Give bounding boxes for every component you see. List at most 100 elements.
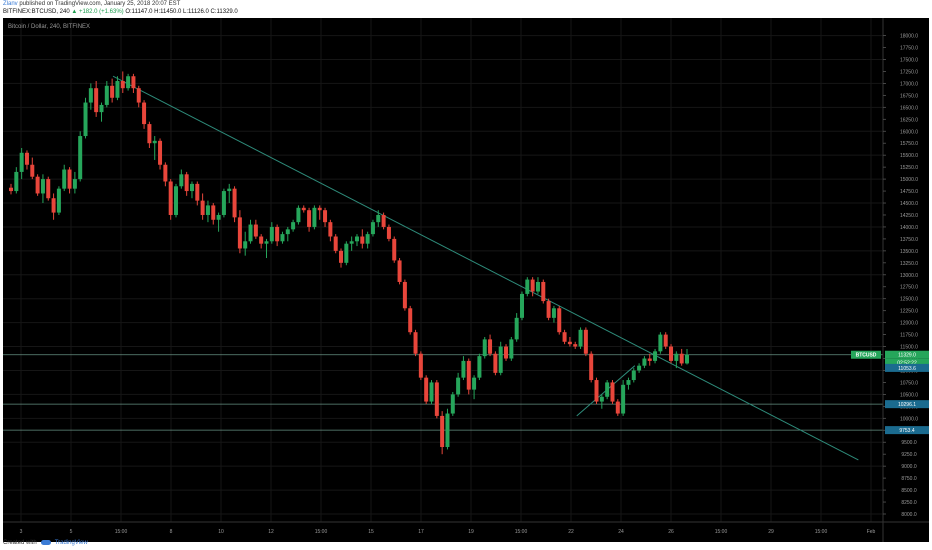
price-tick-label: 17500.0	[900, 57, 918, 63]
candle-up	[56, 188, 61, 213]
trendline	[112, 75, 859, 461]
price-tick-label: 9000.0	[901, 464, 917, 470]
candle-up	[461, 360, 466, 378]
price-tick-label: 17750.0	[900, 46, 918, 52]
candle-down	[397, 260, 402, 282]
candle-down	[530, 279, 535, 292]
candle-up	[472, 377, 477, 390]
candle-up	[456, 377, 461, 395]
created-with-label: Created with	[3, 540, 37, 547]
candle-up	[599, 396, 604, 402]
candle-down	[562, 332, 567, 342]
price-tick-label: 11500.0	[900, 345, 918, 351]
candle-up	[88, 88, 93, 103]
candle-down	[46, 179, 51, 199]
time-tick-label: 29	[768, 529, 774, 535]
candle-up	[551, 308, 556, 318]
candle-down	[504, 346, 509, 359]
candle-down	[253, 224, 258, 237]
time-tick-label: 19	[468, 529, 474, 535]
tradingview-logo-icon	[40, 540, 51, 545]
candle-up	[658, 334, 663, 352]
candle-down	[583, 329, 588, 354]
candle-up	[104, 85, 109, 105]
candlestick-chart[interactable]: 8000.0 8250.0 8500.0 8750.0 9000.0 9250.0 9500…	[3, 18, 929, 542]
candle-down	[573, 344, 578, 347]
price-tick-label: 17000.0	[900, 81, 918, 87]
time-tick-label: 10	[218, 529, 224, 535]
price-tick-label: 12250.0	[900, 309, 918, 315]
time-tick-label: 15:00	[315, 529, 328, 535]
candle-up	[631, 370, 636, 381]
candle-up	[40, 179, 45, 194]
candle-down	[94, 88, 99, 113]
tradingview-brand-link[interactable]: TradingView	[54, 540, 88, 547]
price-tick-label: 13500.0	[900, 249, 918, 255]
candle-down	[466, 360, 471, 390]
price-tick-label: 10750.0	[900, 380, 918, 386]
time-axis[interactable]: 3 5 15:00 8 10 12 15:00 15 17 19 15:00 22 24 26 15:00 2…	[20, 529, 876, 535]
time-tick-label: 26	[668, 529, 674, 535]
price-tick-label: 16500.0	[900, 105, 918, 111]
candle-up	[312, 207, 317, 227]
price-tick-label: 16250.0	[900, 117, 918, 123]
candle-down	[589, 353, 594, 381]
candle-down	[424, 377, 429, 402]
price-change: ▲ +182.0 (+1.63%)	[71, 9, 124, 15]
time-tick-label: 15:00	[815, 529, 828, 535]
price-tick-label: 8750.0	[901, 476, 917, 482]
publish-info: Zlanv published on TradingView.com, Janu…	[3, 1, 180, 7]
candle-down	[211, 205, 216, 220]
candle-up	[264, 241, 269, 244]
price-tick-label: 13750.0	[900, 237, 918, 243]
candle-down	[51, 198, 56, 213]
candle-up	[685, 354, 689, 364]
candle-down	[200, 200, 205, 215]
price-tick-label: 17250.0	[900, 69, 918, 75]
candle-up	[642, 358, 647, 366]
chart-area[interactable]: 8000.0 8250.0 8500.0 8750.0 9000.0 9250.0 9500…	[3, 18, 929, 542]
price-label-box	[885, 363, 929, 372]
candle-up	[285, 229, 290, 235]
candle-down	[663, 334, 668, 347]
candle-down	[24, 152, 29, 165]
price-label-text: 9753.4	[899, 428, 915, 434]
candle-down	[392, 238, 397, 261]
candle-down	[488, 339, 493, 354]
price-tick-label: 12000.0	[900, 321, 918, 327]
candle-up	[19, 152, 24, 172]
price-tick-label: 8000.0	[901, 512, 917, 518]
candle-up	[605, 382, 610, 397]
time-tick-label: 3	[20, 529, 23, 535]
candle-up	[525, 279, 530, 294]
candle-up	[296, 207, 301, 223]
candle-down	[163, 164, 168, 182]
candles	[9, 71, 689, 455]
candle-down	[381, 214, 386, 227]
price-label-box	[885, 350, 929, 359]
candle-down	[557, 308, 562, 333]
candle-up	[370, 222, 375, 235]
candle-up	[152, 140, 157, 144]
price-tick-label: 12500.0	[900, 297, 918, 303]
footer: Created with TradingView	[3, 540, 88, 546]
price-tick-label: 9500.0	[901, 440, 917, 446]
price-tick-label: 15250.0	[900, 165, 918, 171]
candle-down	[679, 353, 684, 364]
candle-up	[174, 186, 179, 215]
price-tick-label: 16750.0	[900, 93, 918, 99]
price-tick-label: 8500.0	[901, 488, 917, 494]
candle-up	[62, 169, 67, 189]
candle-down	[307, 210, 312, 227]
author-link[interactable]: Zlanv	[3, 1, 18, 7]
candle-up	[189, 183, 194, 192]
time-tick-label: Feb	[867, 529, 876, 535]
candle-down	[195, 183, 200, 201]
candle-up	[221, 191, 226, 215]
candle-down	[594, 380, 599, 402]
candle-up	[621, 384, 626, 414]
candle-down	[418, 353, 423, 378]
price-tick-label: 16000.0	[900, 129, 918, 135]
candle-down	[184, 174, 189, 192]
price-label-text: 02:52:22	[897, 361, 917, 367]
